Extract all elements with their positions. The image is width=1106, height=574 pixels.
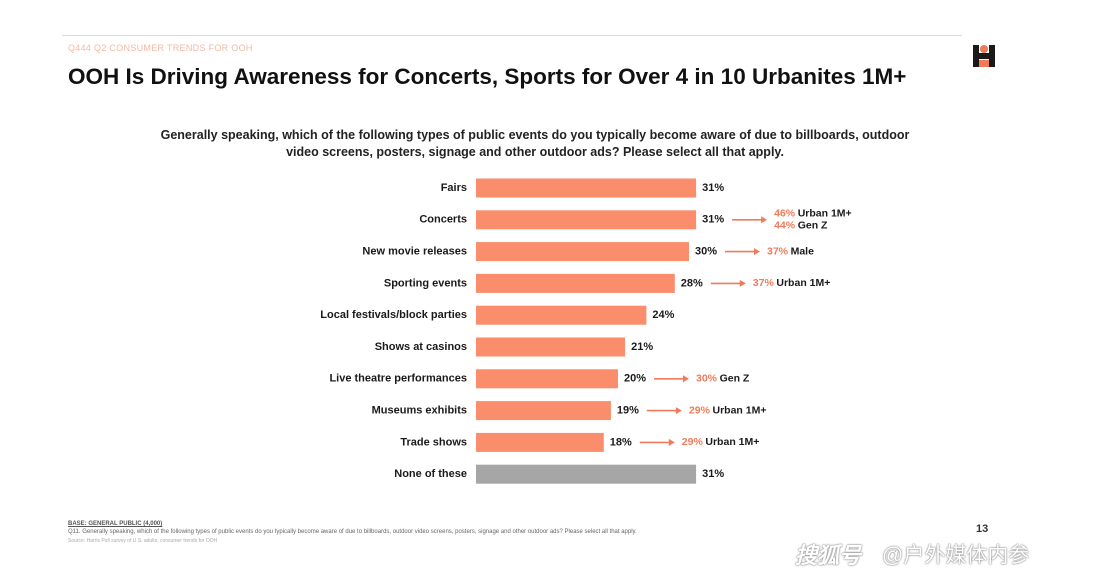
value-label-6: 20% [624,373,646,385]
value-label-3: 28% [681,277,703,289]
callout-group-7-0: Urban 1M+ [713,404,767,416]
bar-3 [476,273,675,293]
value-label-5: 21% [631,341,653,353]
bar-6 [476,369,618,389]
page-number: 13 [976,523,989,535]
callout-group-1-0: Urban 1M+ [798,208,852,220]
callout-value-8-0: 29% [682,436,704,448]
bar-2 [476,242,689,262]
source-question-note: Q11. Generally speaking, which of the fo… [68,529,637,535]
logo-right-bar [989,45,995,67]
value-label-4: 24% [652,309,674,321]
value-label-8: 18% [610,436,632,448]
category-label-8: Trade shows [400,436,467,448]
report-kicker: Q444 Q2 CONSUMER TRENDS FOR OOH [68,43,253,53]
category-label-4: Local festivals/block parties [320,309,467,321]
callout-arrow-head-1 [761,216,768,224]
callout-group-6-0: Gen Z [720,373,750,385]
bar-4 [476,305,647,325]
callout-arrow-head-6 [683,375,689,383]
callout-group-3-0: Urban 1M+ [776,277,830,289]
header-divider [62,35,962,36]
value-label-1: 31% [702,214,724,226]
callout-value-1-1: 44% [774,220,796,232]
value-label-9: 31% [702,468,724,480]
watermark-handle: @户外媒体内参 [882,544,1030,567]
callout-arrow-head-3 [739,279,746,287]
callout-arrow-head-7 [675,407,682,415]
category-label-9: None of these [394,468,467,480]
value-label-2: 30% [695,246,717,258]
page-title: OOH Is Driving Awareness for Concerts, S… [68,64,907,89]
logo-left-bar [973,45,979,67]
logo-crossbar [979,53,989,59]
category-label-5: Shows at casinos [375,341,467,353]
category-label-3: Sporting events [384,277,467,289]
source-notes: BASE: GENERAL PUBLIC (4,000) Q11. Genera… [68,521,637,544]
category-label-1: Concerts [419,214,467,226]
bar-0 [476,178,697,198]
callout-arrow-head-2 [754,248,760,256]
bar-8 [476,432,604,452]
bar-9 [476,464,697,484]
watermark-brand: 搜狐号 [795,543,862,568]
callout-value-3-0: 37% [753,277,775,289]
callout-arrow-head-8 [668,438,675,446]
brand-logo-icon [973,45,995,67]
callout-value-1-0: 46% [774,208,796,220]
callout-value-7-0: 29% [689,404,711,416]
survey-question: Generally speaking, which of the followi… [160,128,910,159]
bar-chart: Fairs 31%Concerts 31%46% Urban 1M+44% Gen ZN… [320,178,852,484]
bar-5 [476,337,626,357]
callout-value-2-0: 37% [767,245,789,257]
value-label-7: 19% [617,405,639,417]
callout-group-1-1: Gen Z [798,220,828,232]
logo-accent-base [979,60,989,67]
value-label-0: 31% [702,182,724,194]
bar-7 [476,401,611,421]
source-base: BASE: GENERAL PUBLIC (4,000) [68,521,163,527]
bar-1 [476,210,697,230]
callout-group-8-0: Urban 1M+ [705,436,759,448]
category-label-7: Museums exhibits [372,405,467,417]
callout-group-2-0: Male [791,245,815,257]
category-label-0: Fairs [441,182,467,194]
category-label-2: New movie releases [362,246,467,258]
source-footnote: Source: Harris Poll survey of U.S. adult… [68,538,218,544]
callout-value-6-0: 30% [696,373,718,385]
logo-accent-dot [980,45,988,53]
category-label-6: Live theatre performances [329,373,467,385]
